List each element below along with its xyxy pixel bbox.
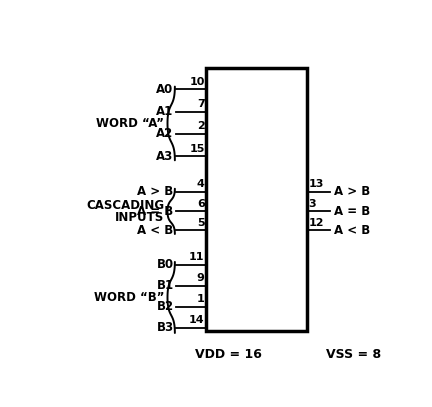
Text: A2: A2 (156, 127, 174, 140)
Text: B1: B1 (156, 279, 174, 292)
Text: 10: 10 (189, 77, 205, 87)
Text: WORD “B”: WORD “B” (94, 291, 164, 304)
Text: A = B: A = B (334, 205, 370, 218)
Text: A < B: A < B (137, 224, 174, 237)
Text: 3: 3 (309, 199, 316, 209)
Text: 5: 5 (197, 218, 205, 228)
Text: A = B: A = B (137, 205, 174, 218)
Text: INPUTS: INPUTS (115, 210, 164, 223)
Text: A > B: A > B (334, 186, 370, 198)
Text: VSS = 8: VSS = 8 (326, 348, 381, 361)
Text: 1: 1 (197, 294, 205, 304)
Text: 14: 14 (189, 315, 205, 325)
Bar (206, 68, 307, 331)
Text: A < B: A < B (334, 224, 370, 237)
Text: A1: A1 (156, 105, 174, 118)
Text: VDD = 16: VDD = 16 (195, 348, 262, 361)
Text: 13: 13 (309, 179, 324, 189)
Text: B3: B3 (156, 321, 174, 334)
Text: WORD “A”: WORD “A” (96, 117, 164, 130)
Text: 6: 6 (197, 199, 205, 209)
Text: B0: B0 (156, 258, 174, 271)
Text: 15: 15 (189, 144, 205, 154)
Text: B2: B2 (156, 300, 174, 313)
Text: A > B: A > B (137, 186, 174, 198)
Text: CASCADING: CASCADING (86, 199, 164, 212)
Text: A3: A3 (156, 150, 174, 163)
Text: 11: 11 (189, 252, 205, 262)
Text: 7: 7 (197, 99, 205, 109)
Text: 9: 9 (197, 273, 205, 283)
Text: 2: 2 (197, 121, 205, 131)
Text: 12: 12 (309, 218, 324, 228)
Text: A0: A0 (156, 83, 174, 96)
Text: 4: 4 (197, 179, 205, 189)
